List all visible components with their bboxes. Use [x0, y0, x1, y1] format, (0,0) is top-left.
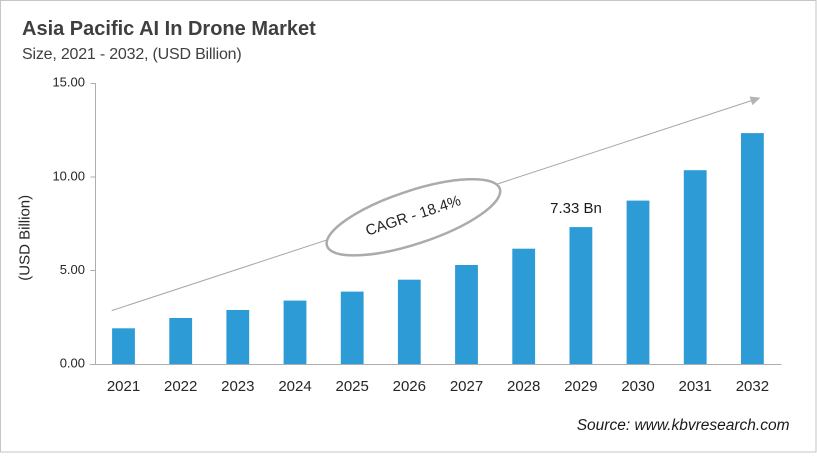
- svg-text:7.33 Bn: 7.33 Bn: [550, 200, 602, 217]
- svg-text:2026: 2026: [393, 378, 426, 395]
- svg-text:2031: 2031: [679, 378, 712, 395]
- svg-text:15.00: 15.00: [52, 75, 85, 90]
- svg-text:5.00: 5.00: [60, 262, 85, 277]
- svg-text:2023: 2023: [221, 378, 254, 395]
- svg-text:2022: 2022: [164, 378, 197, 395]
- svg-text:(USD Billion): (USD Billion): [17, 195, 34, 281]
- svg-text:2021: 2021: [107, 378, 140, 395]
- svg-text:Source: www.kbvresearch.com: Source: www.kbvresearch.com: [577, 417, 790, 434]
- svg-text:2025: 2025: [336, 378, 369, 395]
- svg-text:Size, 2021 - 2032, (USD Billio: Size, 2021 - 2032, (USD Billion): [22, 46, 241, 63]
- svg-text:2028: 2028: [507, 378, 540, 395]
- svg-text:2032: 2032: [736, 378, 769, 395]
- svg-text:2029: 2029: [564, 378, 597, 395]
- svg-text:2024: 2024: [278, 378, 311, 395]
- svg-text:2027: 2027: [450, 378, 483, 395]
- svg-text:2030: 2030: [621, 378, 654, 395]
- svg-text:10.00: 10.00: [52, 168, 85, 183]
- svg-text:0.00: 0.00: [60, 356, 85, 371]
- svg-text:Asia Pacific AI In Drone Marke: Asia Pacific AI In Drone Market: [22, 18, 316, 40]
